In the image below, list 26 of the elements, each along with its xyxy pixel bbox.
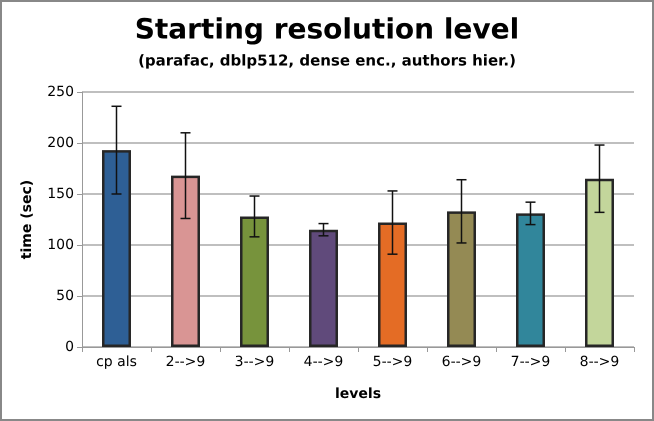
y-tick-label: 0 <box>65 339 74 355</box>
x-tick-label: 5-->9 <box>372 354 412 370</box>
x-tick-label: 4-->9 <box>304 354 344 370</box>
chart-title: Starting resolution level <box>134 12 520 46</box>
bar <box>585 178 614 347</box>
bar <box>447 211 476 347</box>
x-tick-label: 2-->9 <box>166 354 206 370</box>
bar <box>378 222 407 347</box>
x-tick-label: cp als <box>96 354 137 370</box>
x-tick-label: 7-->9 <box>510 354 550 370</box>
bar <box>171 176 200 347</box>
x-tick-label: 6-->9 <box>442 354 482 370</box>
bar <box>240 216 269 347</box>
bar <box>516 213 545 347</box>
y-tick-label: 250 <box>47 84 74 100</box>
chart-subtitle: (parafac, dblp512, dense enc., authors hier.) <box>138 52 516 70</box>
y-tick-label: 50 <box>56 288 74 304</box>
bar <box>102 150 131 347</box>
bar <box>309 230 338 347</box>
y-axis-title: time (sec) <box>19 180 35 260</box>
x-tick-label: 8-->9 <box>580 354 620 370</box>
y-tick-label: 200 <box>47 135 74 151</box>
x-axis-title: levels <box>334 386 382 402</box>
y-tick-label: 150 <box>47 186 74 202</box>
x-tick-label: 3-->9 <box>234 354 274 370</box>
y-tick-label: 100 <box>47 237 74 253</box>
